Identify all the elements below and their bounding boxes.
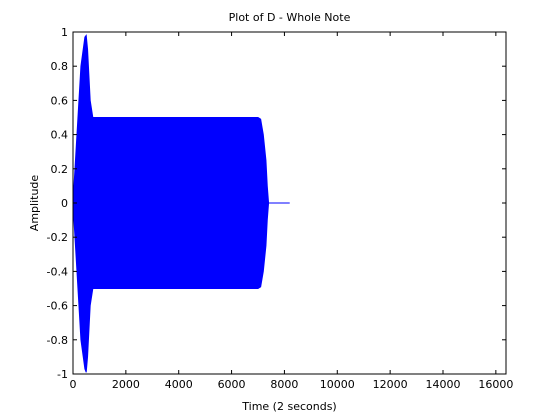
x-tick-label: 10000 <box>320 378 355 391</box>
chart-title: Plot of D - Whole Note <box>229 11 351 24</box>
x-axis-label: Time (2 seconds) <box>241 400 336 413</box>
x-tick-label: 16000 <box>478 378 513 391</box>
x-tick-label: 8000 <box>270 378 298 391</box>
y-tick-label: 0.6 <box>51 94 69 107</box>
x-tick-label: 14000 <box>425 378 460 391</box>
x-tick-label: 2000 <box>112 378 140 391</box>
y-tick-label: 0 <box>61 197 68 210</box>
x-tick-label: 6000 <box>218 378 246 391</box>
x-tick-label: 0 <box>70 378 77 391</box>
y-tick-label: -0.8 <box>47 334 68 347</box>
tick-layer: 0 2000 4000 6000 8000 10000 12000 14000 16000 -1 -… <box>47 26 514 391</box>
y-tick-label: -0.2 <box>47 231 68 244</box>
y-tick-label: -1 <box>57 368 68 381</box>
y-axis-label: Amplitude <box>28 175 41 232</box>
y-tick-label: -0.4 <box>47 265 68 278</box>
y-tick-label: 0.8 <box>51 60 69 73</box>
y-tick-label: 0.4 <box>51 129 69 142</box>
series-layer <box>72 34 290 373</box>
y-tick-label: 0.2 <box>51 163 69 176</box>
x-tick-label: 4000 <box>165 378 193 391</box>
y-tick-label: -0.6 <box>47 300 68 313</box>
x-tick-label: 12000 <box>373 378 408 391</box>
y-tick-label: 1 <box>61 26 68 39</box>
